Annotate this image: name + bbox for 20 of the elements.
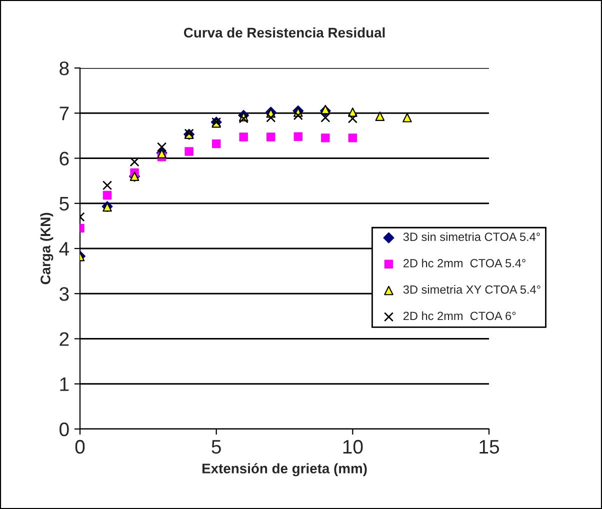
y-tick-label: 7 <box>60 106 69 120</box>
legend-label: 2D hc 2mm CTOA 5.4° <box>403 258 526 268</box>
x-tick-label: 5 <box>212 440 221 454</box>
legend-label: 2D hc 2mm CTOA 6° <box>403 311 516 320</box>
x-tick-label: 10 <box>343 440 363 454</box>
y-tick-label: 3 <box>60 287 69 301</box>
y-tick-label: 8 <box>60 61 69 76</box>
legend-label: 3D simetria XY CTOA 5.4° <box>403 285 540 294</box>
y-tick-label: 0 <box>60 422 69 436</box>
x-tick-label: 0 <box>75 440 85 454</box>
y-axis-title: Carga (KN) <box>40 212 54 284</box>
y-tick-label: 4 <box>59 242 70 256</box>
y-tick-label: 1 <box>60 378 69 391</box>
x-tick-label: 15 <box>480 440 499 454</box>
x-axis-title: Extensión de grieta (mm) <box>202 463 367 476</box>
y-tick-label: 5 <box>60 197 69 211</box>
legend-label: 3D sin simetria CTOA 5.4° <box>403 232 540 242</box>
y-tick-label: 6 <box>60 152 69 166</box>
y-tick-label: 2 <box>60 332 69 346</box>
chart-title: Curva de Resistencia Residual <box>184 27 385 38</box>
